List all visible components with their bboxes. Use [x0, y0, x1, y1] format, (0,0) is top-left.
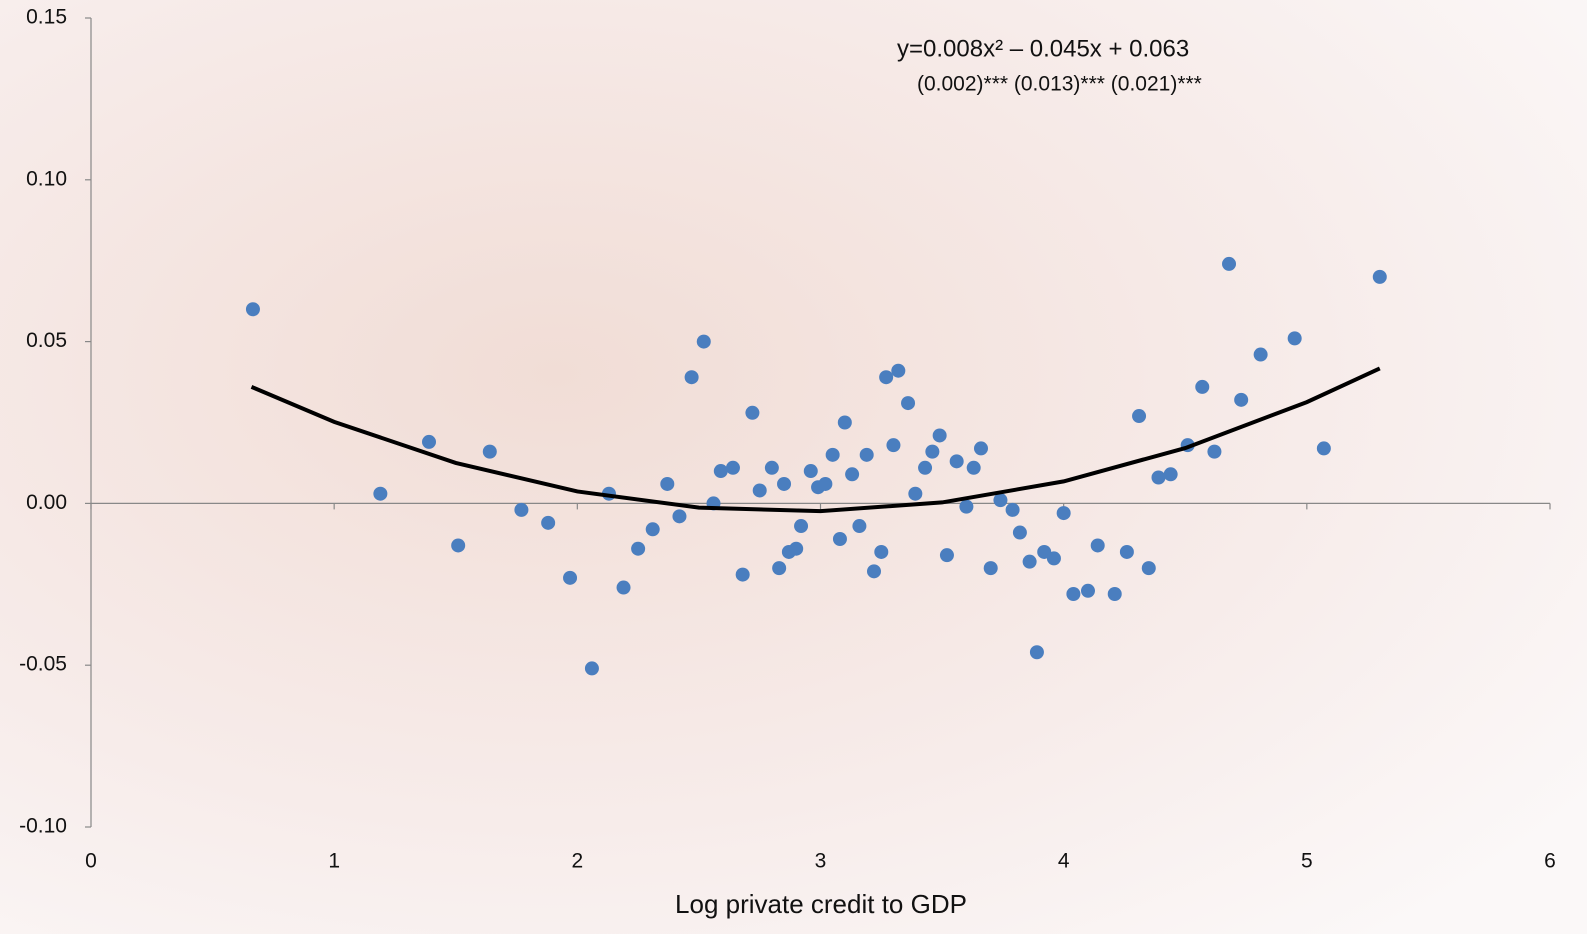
point — [901, 396, 916, 411]
point — [745, 405, 760, 420]
y-tick-label: 0.05 — [26, 329, 67, 352]
point — [1207, 444, 1222, 459]
point — [1222, 256, 1237, 271]
point — [886, 438, 901, 453]
point — [1056, 506, 1071, 521]
x-tick-label: 1 — [328, 850, 340, 873]
y-tick-label: -0.10 — [19, 815, 67, 838]
point — [918, 460, 933, 475]
point — [1163, 467, 1178, 482]
point — [713, 464, 728, 479]
point — [764, 460, 779, 475]
point — [696, 334, 711, 349]
point — [684, 370, 699, 385]
y-tick-label: 0.00 — [26, 491, 67, 514]
point — [891, 363, 906, 378]
point — [859, 447, 874, 462]
point — [789, 541, 804, 556]
x-axis-label: Log private credit to GDP — [675, 889, 967, 919]
point — [584, 661, 599, 676]
point — [616, 580, 631, 595]
point — [837, 415, 852, 430]
point — [1066, 587, 1081, 602]
point — [1090, 538, 1105, 553]
point — [1141, 561, 1156, 576]
point — [949, 454, 964, 469]
point — [803, 464, 818, 479]
standard-errors: (0.002)*** (0.013)*** (0.021)*** — [917, 73, 1202, 96]
point — [874, 544, 889, 559]
point — [631, 541, 646, 556]
point — [1005, 502, 1020, 517]
point — [563, 570, 578, 585]
point — [1119, 544, 1134, 559]
point — [514, 502, 529, 517]
point — [1287, 331, 1302, 346]
point — [959, 499, 974, 514]
point — [925, 444, 940, 459]
point — [482, 444, 497, 459]
point — [422, 434, 437, 449]
point — [983, 561, 998, 576]
point — [1132, 409, 1147, 424]
point — [973, 441, 988, 456]
fit-curve — [250, 366, 1381, 514]
point — [794, 519, 809, 534]
y-tick-label: 0.10 — [26, 167, 67, 190]
point — [852, 519, 867, 534]
point — [1107, 587, 1122, 602]
point — [866, 564, 881, 579]
x-tick-label: 2 — [571, 850, 583, 873]
point — [735, 567, 750, 582]
point — [1316, 441, 1331, 456]
point — [645, 522, 660, 537]
point — [772, 561, 787, 576]
point — [825, 447, 840, 462]
x-tick-label: 4 — [1058, 850, 1070, 873]
point — [1022, 554, 1037, 569]
point — [1372, 269, 1387, 284]
point — [1253, 347, 1268, 362]
point — [993, 493, 1008, 508]
equation: y=0.008x² – 0.045x + 0.063 — [897, 35, 1189, 62]
x-tick-label: 5 — [1301, 850, 1313, 873]
point — [672, 509, 687, 524]
point — [932, 428, 947, 443]
point — [879, 370, 894, 385]
point — [939, 548, 954, 563]
point — [752, 483, 767, 498]
point — [845, 467, 860, 482]
point — [832, 531, 847, 546]
point — [725, 460, 740, 475]
point — [1046, 551, 1061, 566]
point — [1195, 379, 1210, 394]
point — [908, 486, 923, 501]
point — [1080, 583, 1095, 598]
point — [245, 302, 260, 317]
point — [818, 476, 833, 491]
point — [451, 538, 466, 553]
point — [373, 486, 388, 501]
x-tick-label: 0 — [85, 850, 97, 873]
point — [1029, 645, 1044, 660]
x-tick-label: 3 — [815, 850, 827, 873]
point — [660, 476, 675, 491]
point — [1234, 392, 1249, 407]
point — [1151, 470, 1166, 485]
point — [966, 460, 981, 475]
point — [1012, 525, 1027, 540]
y-tick-label: 0.15 — [26, 6, 67, 29]
x-tick-label: 6 — [1544, 850, 1556, 873]
point — [777, 476, 792, 491]
point — [541, 515, 556, 530]
y-tick-label: -0.05 — [19, 653, 67, 676]
